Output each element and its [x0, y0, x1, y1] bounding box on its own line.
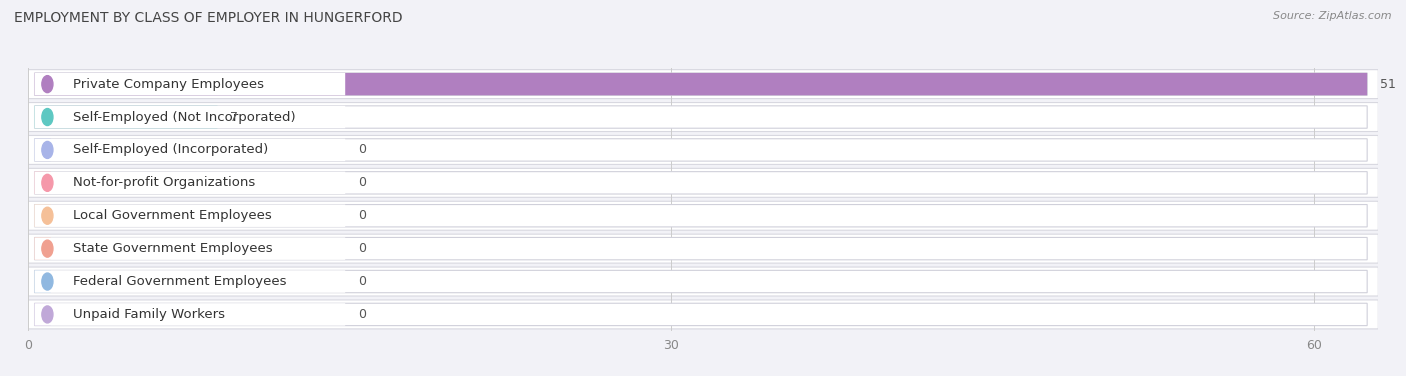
Text: 0: 0 [359, 176, 366, 190]
FancyBboxPatch shape [28, 267, 1378, 296]
Text: 7: 7 [231, 111, 238, 124]
FancyBboxPatch shape [28, 234, 1378, 263]
FancyBboxPatch shape [35, 205, 346, 227]
Circle shape [42, 76, 53, 92]
FancyBboxPatch shape [28, 201, 1378, 230]
FancyBboxPatch shape [28, 300, 1378, 329]
Circle shape [42, 306, 53, 323]
Text: 51: 51 [1381, 77, 1396, 91]
Circle shape [42, 141, 53, 158]
FancyBboxPatch shape [35, 238, 51, 260]
FancyBboxPatch shape [35, 73, 1367, 96]
Text: 0: 0 [359, 242, 366, 255]
FancyBboxPatch shape [35, 73, 346, 96]
Text: Unpaid Family Workers: Unpaid Family Workers [73, 308, 225, 321]
Text: Self-Employed (Incorporated): Self-Employed (Incorporated) [73, 143, 269, 156]
FancyBboxPatch shape [28, 135, 1378, 164]
Text: Source: ZipAtlas.com: Source: ZipAtlas.com [1274, 11, 1392, 21]
FancyBboxPatch shape [35, 171, 1367, 194]
Circle shape [42, 240, 53, 257]
FancyBboxPatch shape [35, 303, 51, 326]
Text: EMPLOYMENT BY CLASS OF EMPLOYER IN HUNGERFORD: EMPLOYMENT BY CLASS OF EMPLOYER IN HUNGE… [14, 11, 402, 25]
FancyBboxPatch shape [35, 139, 1367, 161]
FancyBboxPatch shape [35, 238, 1367, 260]
FancyBboxPatch shape [35, 238, 346, 260]
Circle shape [42, 174, 53, 191]
FancyBboxPatch shape [35, 139, 346, 161]
FancyBboxPatch shape [35, 205, 1367, 227]
FancyBboxPatch shape [35, 205, 51, 227]
FancyBboxPatch shape [35, 73, 1367, 96]
FancyBboxPatch shape [35, 270, 51, 293]
FancyBboxPatch shape [28, 70, 1378, 99]
FancyBboxPatch shape [35, 106, 218, 128]
FancyBboxPatch shape [35, 303, 346, 326]
Circle shape [42, 207, 53, 224]
FancyBboxPatch shape [35, 171, 346, 194]
Circle shape [42, 109, 53, 126]
Text: 0: 0 [359, 143, 366, 156]
Circle shape [42, 273, 53, 290]
Text: Private Company Employees: Private Company Employees [73, 77, 264, 91]
FancyBboxPatch shape [28, 168, 1378, 197]
FancyBboxPatch shape [35, 171, 51, 194]
Text: Local Government Employees: Local Government Employees [73, 209, 271, 222]
Text: Self-Employed (Not Incorporated): Self-Employed (Not Incorporated) [73, 111, 295, 124]
Text: State Government Employees: State Government Employees [73, 242, 273, 255]
FancyBboxPatch shape [35, 303, 1367, 326]
FancyBboxPatch shape [35, 270, 346, 293]
FancyBboxPatch shape [35, 270, 1367, 293]
Text: Federal Government Employees: Federal Government Employees [73, 275, 287, 288]
Text: 0: 0 [359, 308, 366, 321]
FancyBboxPatch shape [35, 139, 51, 161]
Text: Not-for-profit Organizations: Not-for-profit Organizations [73, 176, 256, 190]
FancyBboxPatch shape [35, 106, 346, 128]
Text: 0: 0 [359, 275, 366, 288]
FancyBboxPatch shape [28, 103, 1378, 132]
Text: 0: 0 [359, 209, 366, 222]
FancyBboxPatch shape [35, 106, 1367, 128]
